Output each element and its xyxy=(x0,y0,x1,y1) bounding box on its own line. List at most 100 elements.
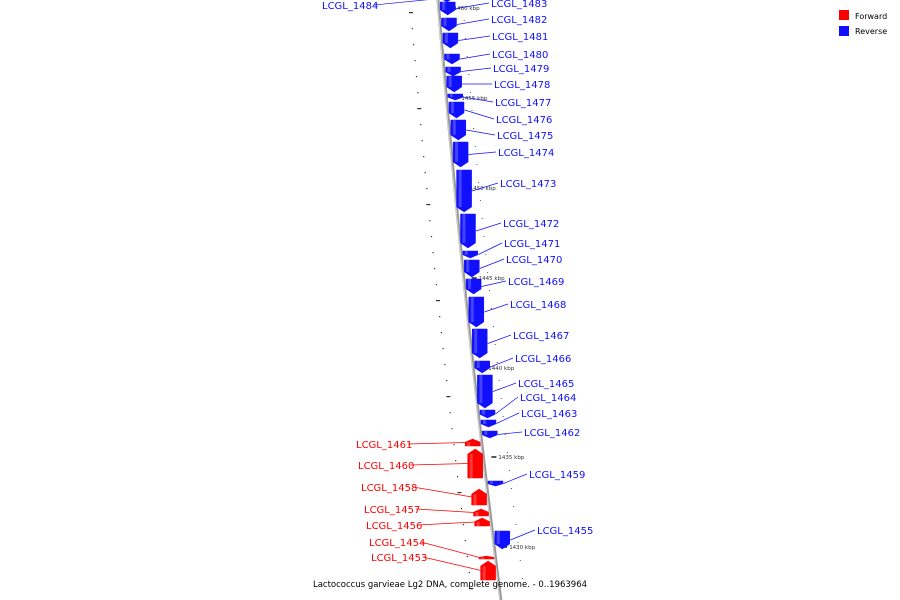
gene-label[interactable]: LCGL_1478 xyxy=(494,80,550,91)
ruler-mark xyxy=(476,164,478,165)
gene-label[interactable]: LCGL_1464 xyxy=(520,393,576,404)
gene-highlight xyxy=(481,557,484,559)
gene-label[interactable]: LCGL_1458 xyxy=(361,483,417,494)
gene-arrow-lcgl-1482[interactable] xyxy=(441,17,457,32)
legend-label-reverse: Reverse xyxy=(855,27,887,36)
gene-arrow-lcgl-1472[interactable] xyxy=(460,213,476,249)
gene-label[interactable]: LCGL_1475 xyxy=(497,131,553,142)
gene-label[interactable]: LCGL_1466 xyxy=(515,354,571,365)
gene-leader-line xyxy=(461,67,492,72)
gene-highlight xyxy=(474,329,478,353)
gene-label[interactable]: LCGL_1472 xyxy=(503,219,559,230)
gene-label[interactable]: LCGL_1453 xyxy=(371,553,427,564)
gene-leader-line xyxy=(487,334,512,344)
ruler-mark xyxy=(478,182,480,183)
gene-label[interactable]: LCGL_1455 xyxy=(537,526,593,537)
legend: Forward Reverse xyxy=(839,10,887,36)
gene-arrow-lcgl-1477[interactable] xyxy=(447,93,464,101)
ruler-mark xyxy=(502,416,504,417)
ruler-mark xyxy=(442,348,444,350)
ruler-mark xyxy=(439,316,441,318)
gene-highlight xyxy=(452,120,456,135)
gene-label[interactable]: LCGL_1471 xyxy=(504,239,560,250)
ruler-mark xyxy=(411,28,413,30)
gene-label[interactable]: LCGL_1461 xyxy=(356,440,412,451)
gene-arrow-lcgl-1483[interactable] xyxy=(439,1,456,16)
kbp-tick-label: 1460 kbp xyxy=(454,6,480,12)
gene-label[interactable]: LCGL_1459 xyxy=(529,470,585,481)
ruler-mark xyxy=(436,300,440,302)
gene-label[interactable]: LCGL_1467 xyxy=(513,331,569,342)
gene-label[interactable]: LCGL_1476 xyxy=(496,115,552,126)
gene-arrow-lcgl-1458[interactable] xyxy=(471,488,487,506)
gene-arrow-lcgl-1480[interactable] xyxy=(444,53,460,65)
gene-label[interactable]: LCGL_1454 xyxy=(369,538,425,549)
gene-highlight xyxy=(446,54,450,60)
gene-arrow-lcgl-1468[interactable] xyxy=(468,296,485,328)
ruler-mark xyxy=(420,124,422,126)
ruler-mark xyxy=(465,38,467,39)
gene-arrow-lcgl-1476[interactable] xyxy=(448,101,465,119)
ruler-mark xyxy=(446,380,448,382)
gene-arrow-lcgl-1459[interactable] xyxy=(487,480,504,487)
gene-label[interactable]: LCGL_1480 xyxy=(492,50,548,61)
gene-leader-line xyxy=(468,151,497,155)
legend-swatch-forward xyxy=(839,10,849,20)
gene-arrow-lcgl-1473[interactable] xyxy=(456,169,472,213)
ruler-mark xyxy=(506,452,508,453)
gene-arrow-lcgl-1455[interactable] xyxy=(494,530,511,550)
gene-label[interactable]: LCGL_1457 xyxy=(364,505,420,516)
gene-arrow-lcgl-1479[interactable] xyxy=(445,66,461,77)
gene-label[interactable]: LCGL_1456 xyxy=(366,521,422,532)
gene-leader-line xyxy=(422,556,482,571)
gene-leader-line xyxy=(417,521,476,526)
gene-arrow-lcgl-1453[interactable] xyxy=(480,560,496,581)
gene-highlight xyxy=(449,94,453,98)
ruler-mark xyxy=(413,44,415,46)
gene-arrow-lcgl-1470[interactable] xyxy=(464,259,480,278)
gene-label[interactable]: LCGL_1479 xyxy=(493,64,549,75)
gene-label[interactable]: LCGL_1483 xyxy=(491,0,547,10)
gene-label[interactable]: LCGL_1470 xyxy=(506,255,562,266)
ruler-mark xyxy=(511,488,512,489)
kbp-tick-label: 1445 kbp xyxy=(479,276,505,282)
gene-arrow-lcgl-1460[interactable] xyxy=(467,448,483,479)
gene-arrow-lcgl-1469[interactable] xyxy=(465,278,482,295)
ruler-mark xyxy=(462,524,464,526)
kbp-tick-label: 1430 kbp xyxy=(509,545,535,551)
gene-highlight xyxy=(476,521,480,526)
gene-label[interactable]: LCGL_1463 xyxy=(521,409,577,420)
gene-label[interactable]: LCGL_1474 xyxy=(498,148,554,159)
gene-arrow-lcgl-1484[interactable] xyxy=(439,0,454,3)
gene-label[interactable]: LCGL_1460 xyxy=(358,461,414,472)
gene-highlight xyxy=(462,214,466,243)
gene-label[interactable]: LCGL_1469 xyxy=(508,277,564,288)
gene-label[interactable]: LCGL_1477 xyxy=(495,98,551,109)
gene-label[interactable]: LCGL_1484 xyxy=(322,1,378,12)
gene-arrow-lcgl-1471[interactable] xyxy=(462,250,479,259)
gene-arrow-lcgl-1465[interactable] xyxy=(477,374,493,409)
gene-highlight xyxy=(482,566,486,580)
ruler-mark xyxy=(415,76,418,78)
gene-label[interactable]: LCGL_1465 xyxy=(518,379,574,390)
gene-label[interactable]: LCGL_1481 xyxy=(492,32,548,43)
gene-label[interactable]: LCGL_1468 xyxy=(510,300,566,311)
gene-arrow-lcgl-1466[interactable] xyxy=(474,360,490,374)
gene-arrow-lcgl-1478[interactable] xyxy=(446,75,462,93)
gene-arrow-lcgl-1463[interactable] xyxy=(480,419,497,428)
gene-leader-line xyxy=(420,541,480,558)
gene-leader-line xyxy=(503,473,528,484)
gene-arrow-lcgl-1467[interactable] xyxy=(471,328,488,359)
ruler-mark xyxy=(466,556,468,558)
ruler-mark xyxy=(508,470,510,471)
gene-arrow-lcgl-1474[interactable] xyxy=(452,141,469,168)
gene-label[interactable]: LCGL_1473 xyxy=(500,179,556,190)
gene-arrow-lcgl-1462[interactable] xyxy=(482,430,498,439)
gene-leader-line xyxy=(373,0,429,6)
gene-arrow-lcgl-1464[interactable] xyxy=(479,409,496,419)
gene-arrow-lcgl-1475[interactable] xyxy=(450,119,467,141)
gene-highlight xyxy=(469,454,473,478)
gene-arrow-lcgl-1481[interactable] xyxy=(442,32,459,49)
gene-label[interactable]: LCGL_1482 xyxy=(491,15,547,26)
gene-label[interactable]: LCGL_1462 xyxy=(524,428,580,439)
